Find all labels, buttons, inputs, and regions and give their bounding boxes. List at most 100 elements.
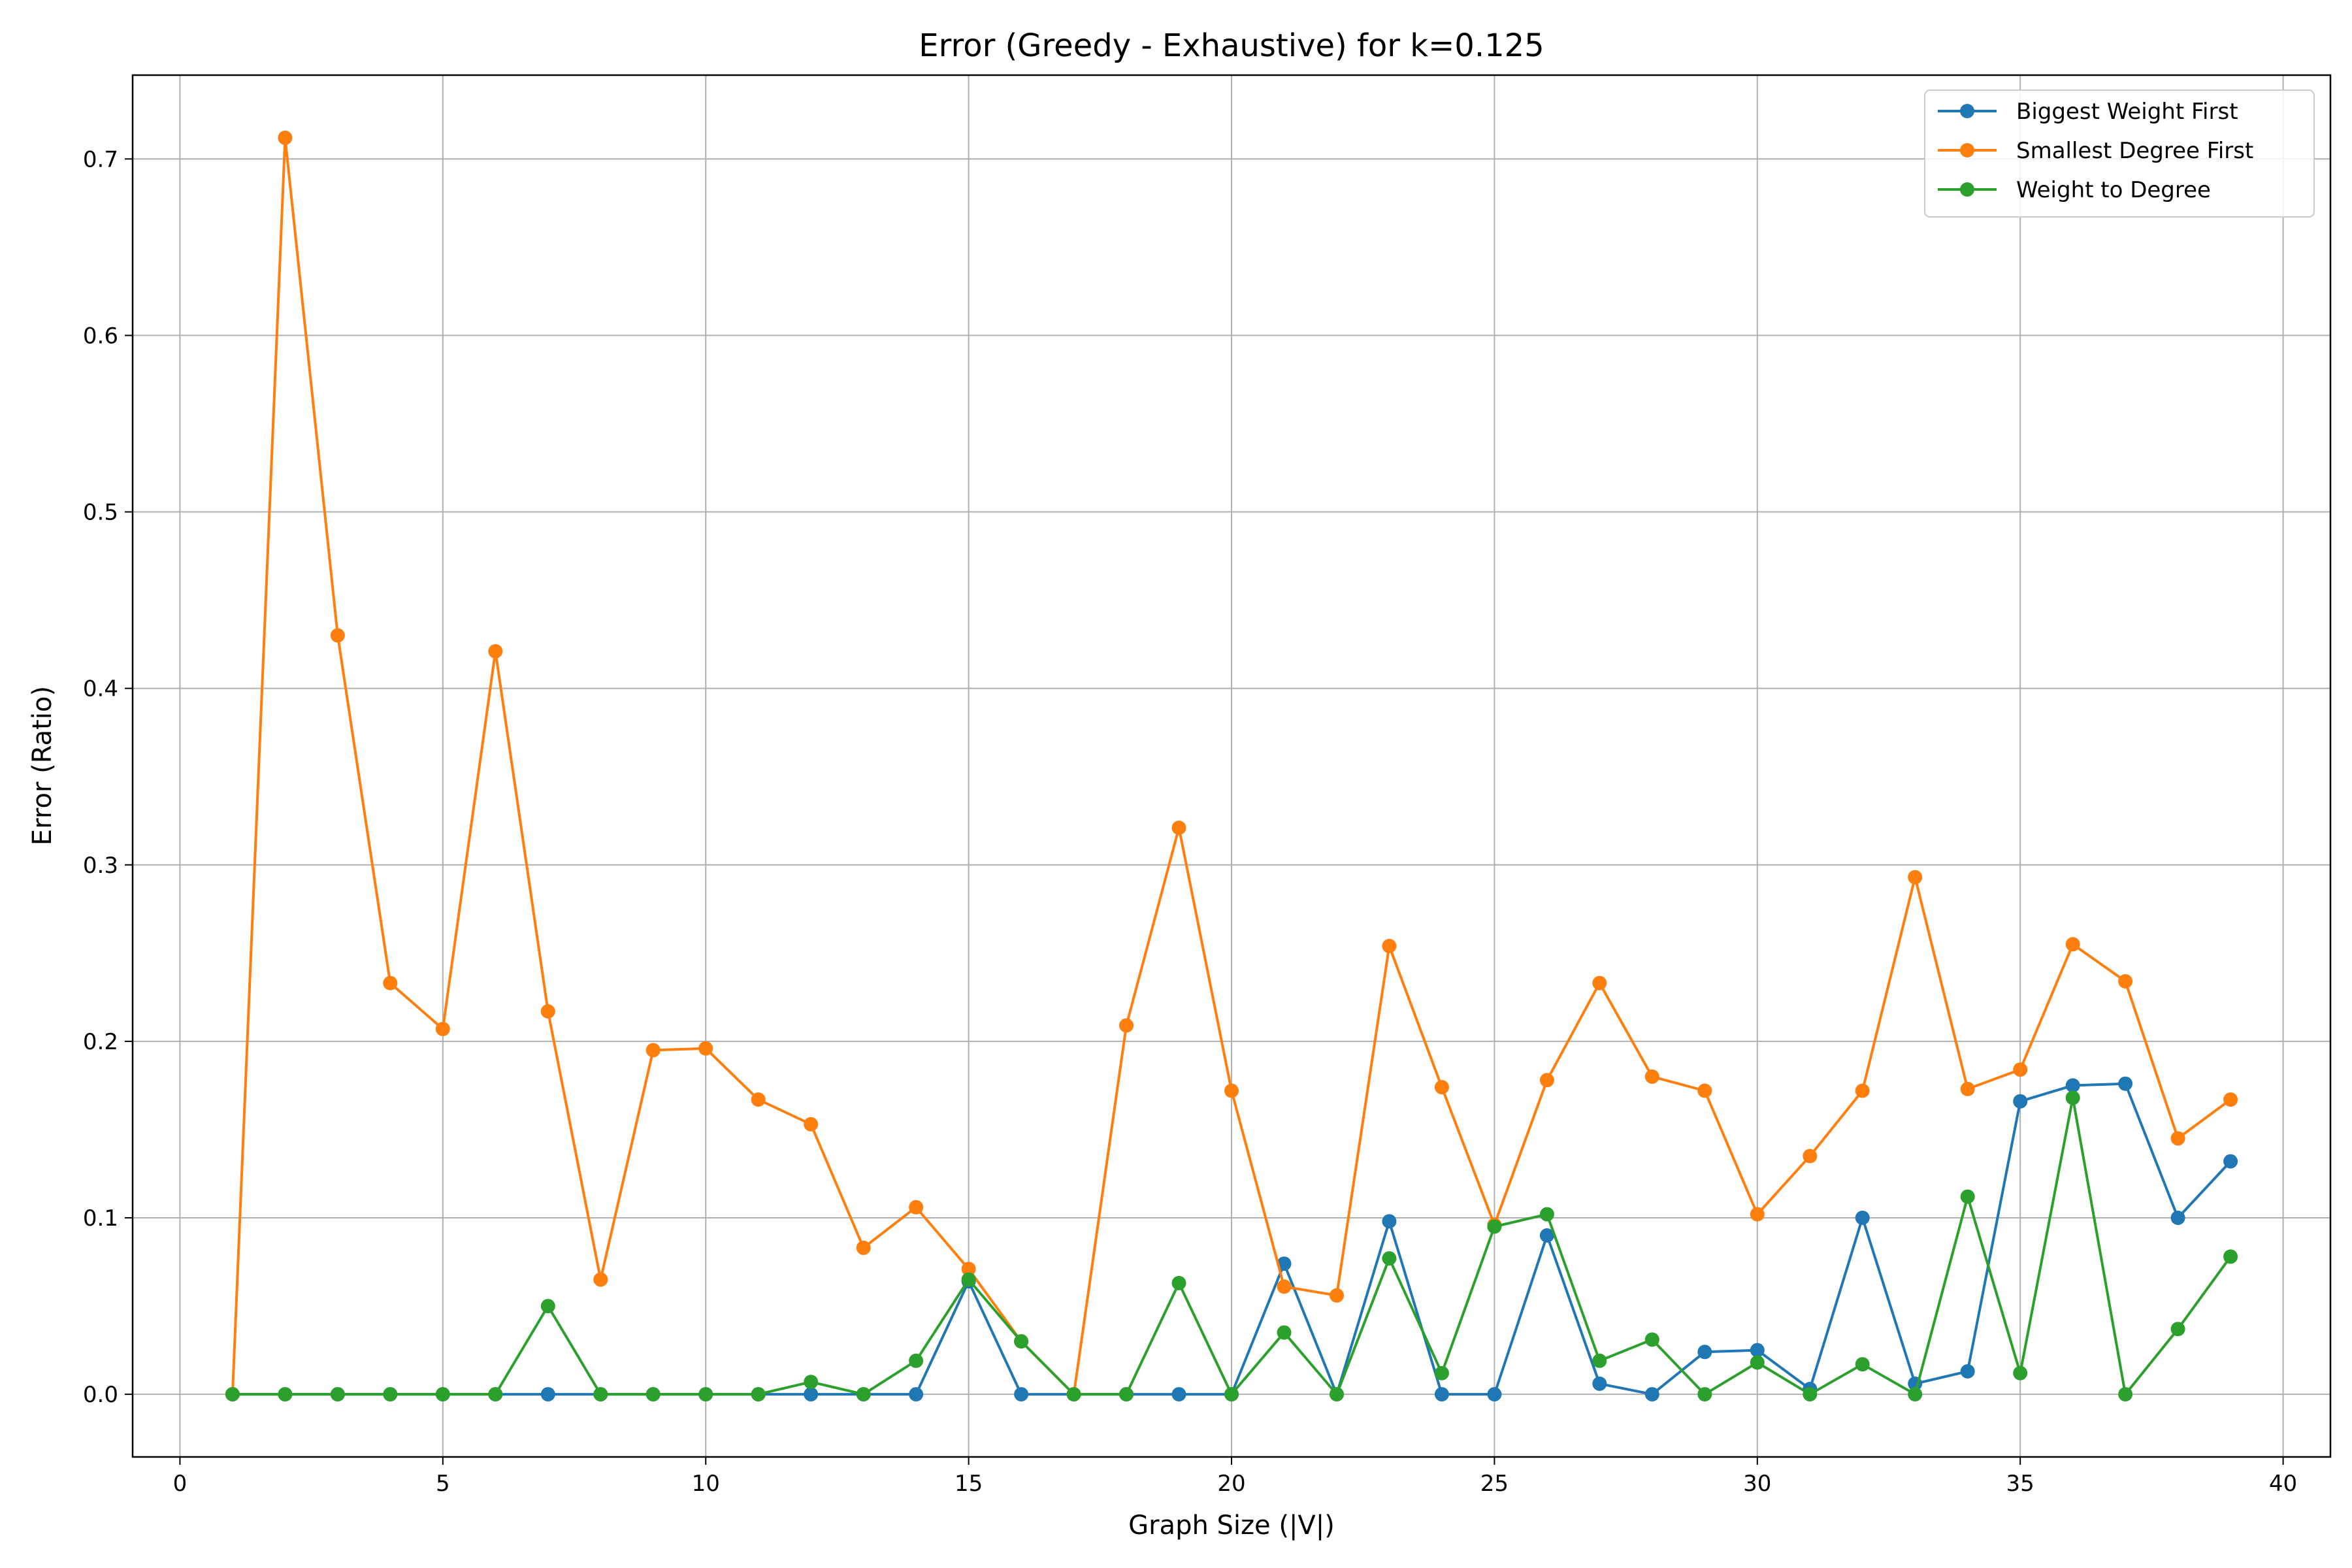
data-point-smallest-degree-first xyxy=(1434,1080,1449,1095)
data-point-weight-to-degree xyxy=(2065,1090,2080,1105)
data-point-smallest-degree-first xyxy=(1330,1288,1344,1303)
legend-items: Biggest Weight First Smallest Degree Firs… xyxy=(1938,99,2253,203)
data-point-smallest-degree-first xyxy=(1750,1207,1765,1222)
y-tick-label: 0.5 xyxy=(83,500,118,526)
x-axis: 0 5 10 15 20 25 30 35 40 xyxy=(173,1457,2297,1497)
data-point-weight-to-degree xyxy=(593,1387,608,1402)
data-point-smallest-degree-first xyxy=(1644,1069,1659,1084)
legend: Biggest Weight First Smallest Degree Firs… xyxy=(1924,90,2315,218)
data-point-biggest-weight-first xyxy=(2118,1076,2133,1091)
data-point-weight-to-degree xyxy=(856,1387,871,1402)
data-point-weight-to-degree xyxy=(540,1299,555,1314)
data-point-weight-to-degree xyxy=(1066,1387,1081,1402)
data-point-weight-to-degree xyxy=(383,1387,398,1402)
data-point-biggest-weight-first xyxy=(909,1387,924,1402)
data-point-smallest-degree-first xyxy=(540,1004,555,1019)
data-point-biggest-weight-first xyxy=(1855,1211,1870,1225)
data-point-smallest-degree-first xyxy=(435,1022,450,1036)
y-tick-label: 0.0 xyxy=(83,1382,118,1408)
data-point-weight-to-degree xyxy=(1277,1325,1292,1340)
data-point-smallest-degree-first xyxy=(2013,1062,2028,1077)
data-point-weight-to-degree xyxy=(2223,1249,2238,1264)
legend-swatch-marker xyxy=(1960,182,1974,197)
data-point-weight-to-degree xyxy=(488,1387,503,1402)
data-point-biggest-weight-first xyxy=(1487,1387,1502,1402)
data-point-biggest-weight-first xyxy=(1277,1256,1292,1271)
data-point-weight-to-degree xyxy=(1434,1365,1449,1380)
data-point-smallest-degree-first xyxy=(961,1262,976,1277)
data-point-biggest-weight-first xyxy=(1960,1364,1975,1379)
data-point-biggest-weight-first xyxy=(1434,1387,1449,1402)
data-point-smallest-degree-first xyxy=(1277,1279,1292,1294)
data-point-weight-to-degree xyxy=(1644,1332,1659,1347)
data-point-smallest-degree-first xyxy=(1171,821,1186,835)
data-point-weight-to-degree xyxy=(1960,1189,1975,1204)
data-point-biggest-weight-first xyxy=(540,1387,555,1402)
data-point-weight-to-degree xyxy=(225,1387,240,1402)
data-point-smallest-degree-first xyxy=(909,1200,924,1215)
y-tick-label: 0.6 xyxy=(83,323,118,349)
data-point-weight-to-degree xyxy=(1224,1387,1239,1402)
data-point-smallest-degree-first xyxy=(1592,975,1607,990)
x-tick-label: 25 xyxy=(1480,1471,1509,1497)
data-point-smallest-degree-first xyxy=(1908,870,1923,885)
y-axis: 0.0 0.1 0.2 0.3 0.4 0.5 0.6 0.7 xyxy=(83,146,133,1408)
data-point-weight-to-degree xyxy=(961,1272,976,1287)
y-tick-label: 0.4 xyxy=(83,676,118,702)
data-point-biggest-weight-first xyxy=(2223,1154,2238,1169)
y-tick-label: 0.7 xyxy=(83,146,118,172)
data-point-smallest-degree-first xyxy=(330,628,345,643)
data-point-weight-to-degree xyxy=(435,1387,450,1402)
data-point-weight-to-degree xyxy=(1855,1357,1870,1372)
data-point-biggest-weight-first xyxy=(1014,1387,1029,1402)
data-point-biggest-weight-first xyxy=(1697,1345,1712,1360)
data-point-smallest-degree-first xyxy=(2118,974,2133,988)
data-point-smallest-degree-first xyxy=(751,1092,766,1107)
data-point-weight-to-degree xyxy=(1592,1353,1607,1368)
data-point-smallest-degree-first xyxy=(1224,1083,1239,1098)
legend-swatch-marker xyxy=(1960,104,1974,118)
legend-label: Smallest Degree First xyxy=(2016,138,2253,164)
x-tick-label: 5 xyxy=(436,1471,450,1497)
x-tick-label: 0 xyxy=(173,1471,188,1497)
data-point-weight-to-degree xyxy=(2170,1322,2185,1337)
data-point-smallest-degree-first xyxy=(1697,1083,1712,1098)
data-point-weight-to-degree xyxy=(1382,1251,1397,1266)
x-tick-label: 15 xyxy=(955,1471,983,1497)
data-point-biggest-weight-first xyxy=(1539,1228,1554,1243)
legend-box xyxy=(1924,90,2315,218)
data-point-weight-to-degree xyxy=(1119,1387,1134,1402)
data-point-weight-to-degree xyxy=(1330,1387,1344,1402)
data-point-smallest-degree-first xyxy=(1119,1018,1134,1033)
data-point-smallest-degree-first xyxy=(2170,1131,2185,1146)
legend-label: Biggest Weight First xyxy=(2016,99,2238,125)
legend-label: Weight to Degree xyxy=(2016,177,2211,203)
data-point-weight-to-degree xyxy=(1014,1334,1029,1349)
data-point-weight-to-degree xyxy=(804,1375,819,1390)
data-point-biggest-weight-first xyxy=(1171,1387,1186,1402)
data-point-weight-to-degree xyxy=(909,1353,924,1368)
data-point-biggest-weight-first xyxy=(1644,1387,1659,1402)
data-point-smallest-degree-first xyxy=(593,1272,608,1287)
data-point-biggest-weight-first xyxy=(2065,1078,2080,1093)
legend-item-weight-to-degree: Weight to Degree xyxy=(1938,177,2211,203)
data-point-weight-to-degree xyxy=(1750,1355,1765,1370)
x-tick-label: 10 xyxy=(692,1471,720,1497)
data-point-smallest-degree-first xyxy=(1539,1073,1554,1088)
data-point-smallest-degree-first xyxy=(1382,939,1397,953)
data-point-weight-to-degree xyxy=(645,1387,661,1402)
x-tick-label: 35 xyxy=(2006,1471,2034,1497)
y-tick-label: 0.2 xyxy=(83,1029,118,1055)
data-point-smallest-degree-first xyxy=(2223,1092,2238,1107)
legend-swatch-marker xyxy=(1960,143,1974,157)
data-point-weight-to-degree xyxy=(278,1387,293,1402)
data-point-weight-to-degree xyxy=(1908,1387,1923,1402)
data-point-smallest-degree-first xyxy=(698,1041,713,1056)
x-tick-label: 40 xyxy=(2269,1471,2297,1497)
data-point-weight-to-degree xyxy=(2118,1387,2133,1402)
data-point-biggest-weight-first xyxy=(2170,1211,2185,1225)
data-point-biggest-weight-first xyxy=(2013,1094,2028,1109)
data-point-smallest-degree-first xyxy=(488,644,503,659)
x-tick-label: 30 xyxy=(1743,1471,1771,1497)
